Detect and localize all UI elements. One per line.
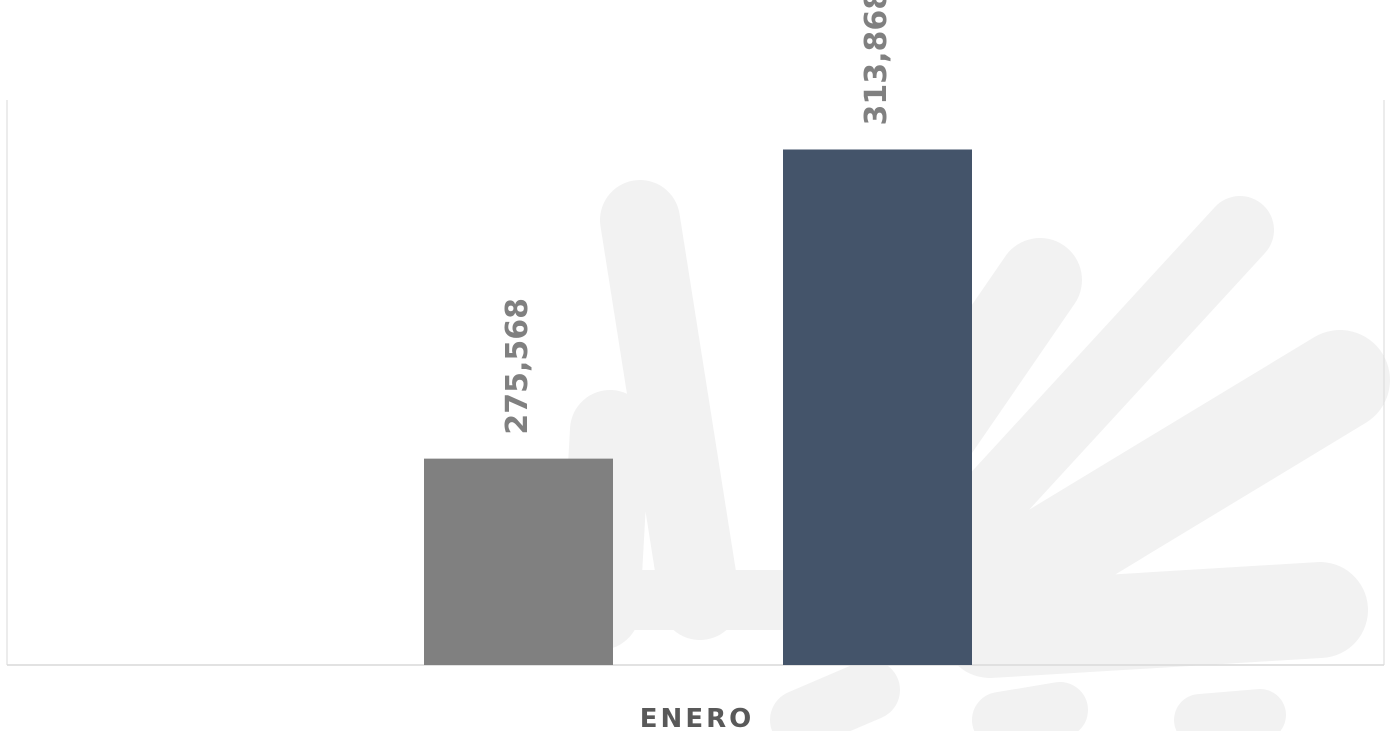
watermark-petal (1174, 689, 1286, 736)
watermark-petal (910, 330, 1390, 660)
plot-area-frame (6, 100, 1385, 666)
data-label-series-1: 275,568 (500, 298, 535, 435)
watermark-petal (600, 180, 740, 640)
watermark-petal (942, 562, 1368, 678)
bar-series-2 (783, 149, 972, 665)
data-labels-group: 275,568 313,868 (500, 0, 894, 435)
category-label: ENERO (640, 704, 754, 731)
watermark-petal (770, 660, 900, 736)
data-label-series-2: 313,868 (859, 0, 894, 125)
watermark-petal (972, 682, 1088, 736)
bars-group (424, 149, 972, 665)
bar-series-1 (424, 458, 613, 665)
